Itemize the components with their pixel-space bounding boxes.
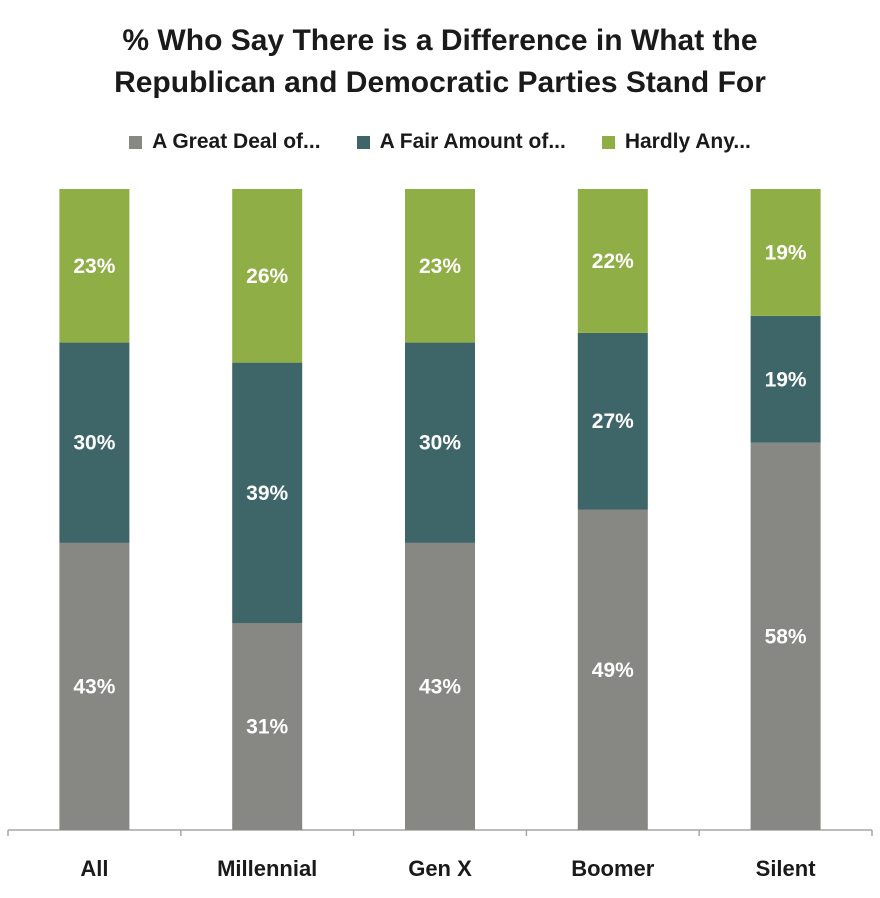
bar-great-deal-silent — [750, 442, 821, 830]
bar-great-deal-gen-x — [405, 542, 475, 830]
data-label-great-deal-millennial: 31% — [246, 716, 288, 739]
bar-great-deal-boomer — [577, 509, 648, 830]
data-label-great-deal-all: 43% — [73, 675, 115, 698]
bar-hardly-any-millennial — [232, 189, 303, 363]
data-label-hardly-any-millennial: 26% — [246, 265, 288, 288]
data-label-great-deal-gen-x: 43% — [419, 675, 461, 698]
legend: A Great Deal of... A Fair Amount of... H… — [0, 130, 880, 154]
data-label-hardly-any-all: 23% — [73, 255, 115, 278]
bar-great-deal-all — [59, 542, 130, 830]
data-label-hardly-any-boomer: 22% — [592, 250, 634, 273]
bar-hardly-any-boomer — [577, 189, 648, 333]
x-tick-label-all: All — [80, 856, 108, 881]
bar-hardly-any-all — [59, 189, 130, 343]
x-tick-label-silent: Silent — [756, 856, 817, 881]
legend-item-hardly-any: Hardly Any... — [601, 130, 751, 154]
data-label-great-deal-silent: 58% — [765, 625, 807, 648]
x-tick-label-millennial: Millennial — [217, 856, 317, 881]
bar-fair-amount-boomer — [577, 332, 648, 510]
x-tick-label-boomer: Boomer — [571, 856, 655, 881]
data-label-great-deal-boomer: 49% — [592, 659, 634, 682]
bar-hardly-any-gen-x — [405, 189, 475, 343]
legend-swatch-fair-amount — [356, 135, 370, 149]
data-label-fair-amount-silent: 19% — [765, 368, 807, 391]
chart-title-line1: % Who Say There is a Difference in What … — [122, 24, 758, 57]
chart-title-line2: Republican and Democratic Parties Stand … — [114, 66, 766, 99]
data-label-fair-amount-gen-x: 30% — [419, 432, 461, 455]
bar-fair-amount-gen-x — [405, 342, 475, 543]
data-label-fair-amount-millennial: 39% — [246, 482, 288, 505]
data-label-hardly-any-silent: 19% — [765, 241, 807, 264]
chart-title: % Who Say There is a Difference in What … — [0, 20, 880, 104]
bar-hardly-any-silent — [750, 189, 821, 316]
data-label-hardly-any-gen-x: 23% — [419, 255, 461, 278]
bar-fair-amount-millennial — [232, 362, 303, 624]
legend-item-great-deal: A Great Deal of... — [129, 130, 321, 154]
bar-fair-amount-silent — [750, 315, 821, 443]
legend-label-fair-amount: A Fair Amount of... — [379, 130, 566, 153]
legend-label-hardly-any: Hardly Any... — [624, 130, 751, 153]
legend-swatch-great-deal — [129, 135, 143, 149]
bar-great-deal-millennial — [232, 623, 303, 830]
x-tick-label-gen-x: Gen X — [408, 856, 472, 881]
legend-item-fair-amount: A Fair Amount of... — [356, 130, 566, 154]
legend-swatch-hardly-any — [601, 135, 615, 149]
legend-label-great-deal: A Great Deal of... — [152, 130, 321, 153]
bar-fair-amount-all — [59, 342, 130, 543]
data-label-fair-amount-all: 30% — [73, 432, 115, 455]
data-label-fair-amount-boomer: 27% — [592, 410, 634, 433]
